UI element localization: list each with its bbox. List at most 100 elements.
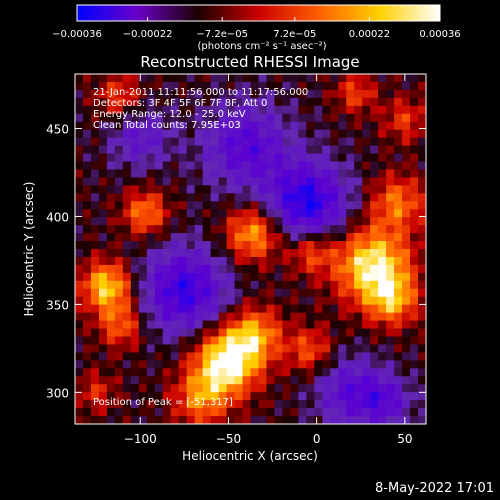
- heatmap-cell: [354, 153, 363, 162]
- heatmap-cell: [186, 185, 196, 194]
- heatmap-cell: [218, 368, 227, 377]
- heatmap-cell: [178, 193, 188, 202]
- heatmap-cell: [378, 392, 387, 401]
- heatmap-cell: [202, 209, 212, 218]
- heatmap-cell: [210, 225, 219, 234]
- heatmap-cell: [314, 392, 323, 401]
- heatmap-cell: [75, 328, 84, 337]
- heatmap-cell: [138, 217, 148, 226]
- heatmap-cell: [290, 137, 299, 146]
- heatmap-cell: [298, 392, 307, 401]
- heatmap-cell: [338, 145, 347, 154]
- heatmap-cell: [178, 89, 188, 99]
- heatmap-cell: [346, 105, 355, 115]
- heatmap-cell: [274, 217, 283, 226]
- heatmap-cell: [242, 81, 251, 91]
- heatmap-cell: [330, 249, 339, 258]
- heatmap-cell: [82, 400, 92, 409]
- heatmap-cell: [394, 121, 403, 131]
- heatmap-cell: [170, 74, 180, 83]
- heatmap-cell: [250, 264, 259, 274]
- heatmap-cell: [122, 105, 132, 115]
- heatmap-cell: [178, 74, 188, 83]
- heatmap-cell: [410, 177, 419, 186]
- heatmap-cell: [410, 264, 419, 274]
- heatmap-cell: [106, 264, 116, 274]
- heatmap-cell: [234, 280, 243, 290]
- heatmap-cell: [98, 113, 108, 123]
- heatmap-cell: [178, 352, 188, 361]
- heatmap-cell: [154, 328, 164, 337]
- heatmap-cell: [170, 217, 180, 226]
- heatmap-cell: [322, 344, 331, 353]
- heatmap-cell: [75, 177, 84, 186]
- heatmap-cell: [346, 169, 355, 178]
- heatmap-cell: [202, 233, 212, 242]
- heatmap-cell: [226, 320, 235, 329]
- heatmap-cell: [314, 113, 323, 123]
- heatmap-cell: [218, 233, 227, 242]
- heatmap-cell: [330, 137, 339, 146]
- heatmap-cell: [122, 74, 132, 83]
- heatmap-cell: [394, 264, 403, 274]
- heatmap-cell: [114, 241, 124, 250]
- heatmap-cell: [122, 392, 132, 401]
- heatmap-cell: [314, 400, 323, 409]
- heatmap-cell: [250, 400, 259, 409]
- heatmap-cell: [162, 376, 172, 385]
- heatmap-cell: [146, 336, 156, 345]
- heatmap-cell: [218, 304, 227, 314]
- heatmap-cell: [346, 272, 355, 282]
- heatmap-cell: [402, 89, 411, 99]
- heatmap-cell: [322, 74, 331, 83]
- heatmap-cell: [338, 408, 347, 417]
- heatmap-cell: [122, 89, 132, 99]
- heatmap-cell: [258, 256, 267, 266]
- heatmap-cell: [298, 233, 307, 242]
- heatmap-cell: [138, 328, 148, 337]
- heatmap-cell: [75, 384, 84, 393]
- heatmap-cell: [322, 272, 331, 282]
- heatmap-cell: [282, 249, 291, 258]
- heatmap-cell: [146, 392, 156, 401]
- heatmap-cell: [314, 105, 323, 115]
- heatmap-cell: [274, 320, 283, 329]
- heatmap-cell: [298, 296, 307, 306]
- heatmap-cell: [322, 280, 331, 290]
- heatmap-cell: [90, 81, 100, 91]
- heatmap-cell: [202, 161, 212, 170]
- heatmap-cell: [138, 360, 148, 369]
- heatmap-cell: [226, 185, 235, 194]
- heatmap-cell: [170, 280, 180, 290]
- heatmap-cell: [234, 105, 243, 115]
- heatmap-cell: [362, 328, 371, 337]
- heatmap-cell: [114, 392, 124, 401]
- heatmap-cell: [218, 121, 227, 131]
- annotation-clean-counts: Clean Total counts: 7.95E+03: [93, 120, 241, 131]
- heatmap-cell: [346, 280, 355, 290]
- heatmap-cell: [138, 105, 148, 115]
- heatmap-cell: [306, 217, 315, 226]
- heatmap-cell: [306, 384, 315, 393]
- heatmap-cell: [274, 312, 283, 321]
- heatmap-cell: [154, 209, 164, 218]
- heatmap-cell: [354, 320, 363, 329]
- heatmap-cell: [162, 392, 172, 401]
- heatmap-cell: [218, 161, 227, 170]
- heatmap-cell: [242, 296, 251, 306]
- heatmap-cell: [178, 249, 188, 258]
- heatmap-cell: [378, 408, 387, 417]
- heatmap-cell: [82, 81, 92, 91]
- heatmap-cell: [378, 97, 387, 107]
- heatmap-cell: [250, 137, 259, 146]
- heatmap-cell: [370, 81, 379, 91]
- heatmap-cell: [82, 416, 92, 425]
- heatmap-cell: [122, 384, 132, 393]
- heatmap-cell: [274, 177, 283, 186]
- heatmap-cell: [418, 352, 427, 361]
- heatmap-cell: [75, 312, 84, 321]
- heatmap-cell: [314, 81, 323, 91]
- heatmap-cell: [114, 328, 124, 337]
- heatmap-cell: [106, 129, 116, 139]
- heatmap-cell: [218, 344, 227, 353]
